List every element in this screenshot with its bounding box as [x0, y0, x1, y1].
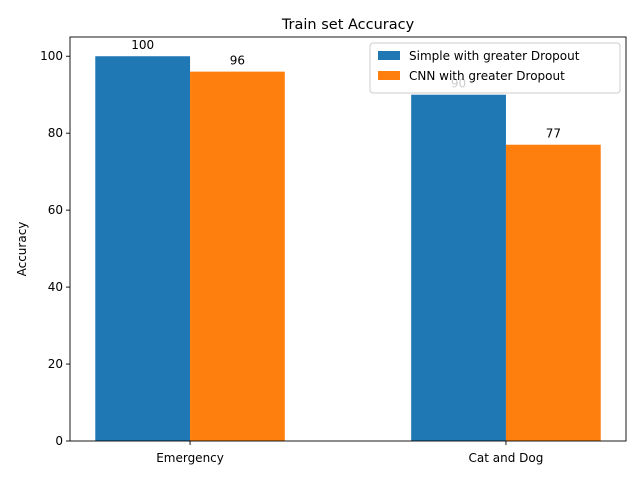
plot-frame — [69, 36, 627, 442]
legend-swatch-1 — [378, 71, 400, 80]
legend-box — [369, 42, 621, 94]
x-tick-label: Emergency — [156, 451, 224, 465]
y-tick-label: 80 — [48, 126, 63, 140]
y-tick-label: 0 — [55, 434, 63, 448]
chart-title: Train set Accuracy — [281, 17, 415, 33]
bars-group — [95, 56, 601, 441]
data-label-series-0-cat-0: 100 — [131, 38, 154, 52]
y-tick-label: 100 — [40, 49, 63, 63]
legend-label-1: CNN with greater Dropout — [409, 69, 565, 83]
bar-series-1-cat-0 — [190, 71, 285, 441]
x-tick-label: Cat and Dog — [469, 451, 544, 465]
y-axis-label: Accuracy — [15, 222, 29, 277]
legend: Simple with greater Dropout CNN with grea… — [369, 42, 621, 94]
bar-series-0-cat-0 — [95, 56, 191, 441]
y-tick-label: 60 — [48, 203, 63, 217]
bar-series-0-cat-1 — [411, 94, 506, 441]
y-tick-label: 40 — [48, 280, 63, 294]
data-label-series-1-cat-1: 77 — [546, 127, 561, 141]
y-axis: 0 20 40 60 80 100 — [40, 49, 70, 448]
legend-label-0: Simple with greater Dropout — [409, 49, 580, 63]
data-label-series-1-cat-0: 96 — [230, 54, 245, 68]
bar-series-1-cat-1 — [505, 144, 601, 441]
legend-swatch-0 — [378, 51, 400, 60]
x-axis: Emergency Cat and Dog — [156, 441, 543, 465]
y-tick-label: 20 — [48, 357, 63, 371]
